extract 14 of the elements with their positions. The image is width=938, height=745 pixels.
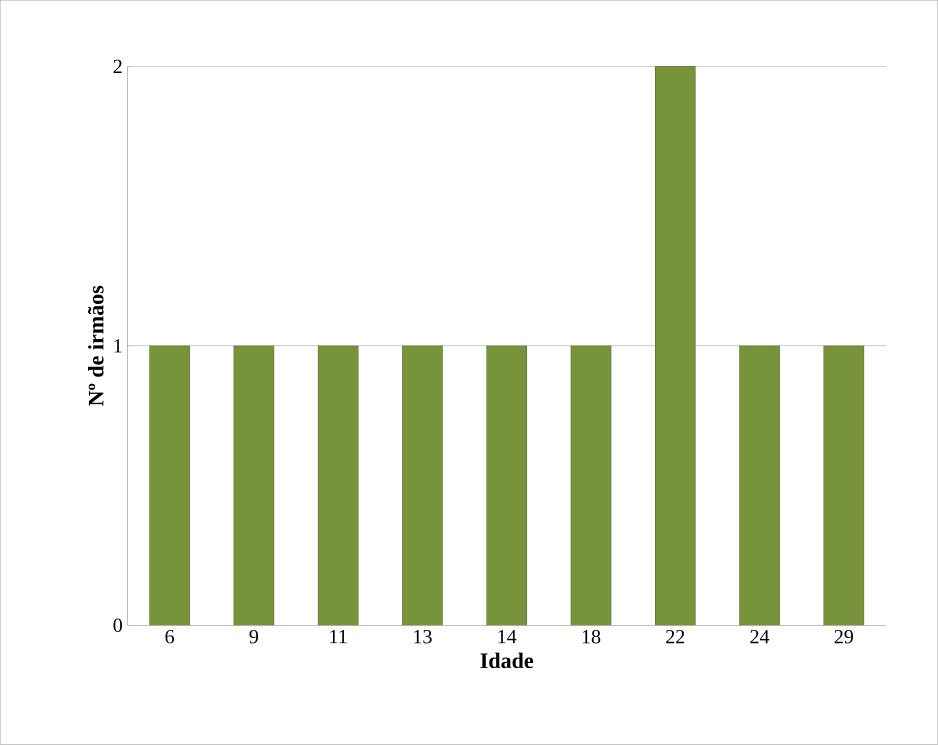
x-tick-label: 29 <box>834 630 854 644</box>
x-axis-title: Idade <box>480 652 534 668</box>
x-tick-label: 24 <box>750 630 770 644</box>
y-tick-label: 1 <box>114 339 122 353</box>
x-tick-label: 22 <box>666 630 684 644</box>
y-axis-title: Nº de irmãos <box>88 286 104 406</box>
y-tick-label: 2 <box>114 60 122 74</box>
x-tick-label: 11 <box>330 630 347 644</box>
y-tick-label: 0 <box>113 618 122 632</box>
x-tick-label: 13 <box>414 630 432 644</box>
x-tick-label: 6 <box>165 630 174 644</box>
x-tick-label: 18 <box>582 630 600 644</box>
x-tick-label: 9 <box>250 630 258 644</box>
x-tick-label: 14 <box>498 630 516 644</box>
